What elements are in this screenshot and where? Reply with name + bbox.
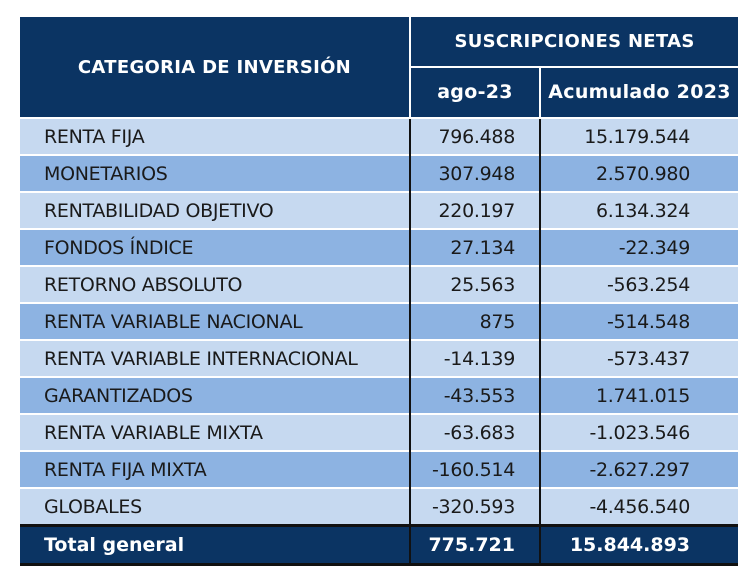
month-value: -160.514 [409, 450, 540, 488]
ytd-value: 1.741.015 [538, 376, 739, 414]
category-name: FONDOS ÍNDICE [20, 228, 410, 266]
table-row: RENTA VARIABLE INTERNACIONAL -14.139 -573.… [20, 339, 739, 377]
category-name: RENTA VARIABLE INTERNACIONAL [20, 339, 410, 377]
table-row: GARANTIZADOS -43.553 1.741.015 [20, 376, 739, 414]
month-value: 25.563 [409, 265, 540, 303]
table-row: RENTA FIJA MIXTA -160.514 -2.627.297 [20, 450, 739, 488]
total-row: Total general 775.721 15.844.893 [20, 524, 739, 566]
total-ytd-value: 15.844.893 [538, 524, 739, 566]
month-value: -320.593 [409, 487, 540, 526]
category-name: RENTA FIJA MIXTA [20, 450, 410, 488]
table-row: RENTA FIJA 796.488 15.179.544 [20, 117, 739, 155]
ytd-value: -4.456.540 [538, 487, 739, 526]
category-name: RENTA FIJA [20, 117, 410, 155]
ytd-value: 6.134.324 [538, 191, 739, 229]
table-row: RENTA VARIABLE NACIONAL 875 -514.548 [20, 302, 739, 340]
month-value: -43.553 [409, 376, 540, 414]
category-name: GARANTIZADOS [20, 376, 410, 414]
table-row: RENTA VARIABLE MIXTA -63.683 -1.023.546 [20, 413, 739, 451]
header-category: CATEGORIA DE INVERSIÓN [20, 17, 411, 118]
total-month-value: 775.721 [409, 524, 540, 566]
ytd-value: 15.179.544 [538, 117, 739, 155]
month-value: -63.683 [409, 413, 540, 451]
ytd-value: -514.548 [538, 302, 739, 340]
table-row: GLOBALES -320.593 -4.456.540 [20, 487, 739, 526]
month-value: 875 [409, 302, 540, 340]
category-name: RETORNO ABSOLUTO [20, 265, 410, 303]
month-value: 27.134 [409, 228, 540, 266]
table-row: RETORNO ABSOLUTO 25.563 -563.254 [20, 265, 739, 303]
ytd-value: -1.023.546 [538, 413, 739, 451]
header-ytd: Acumulado 2023 [540, 66, 739, 118]
month-value: -14.139 [409, 339, 540, 377]
category-name: RENTA VARIABLE NACIONAL [20, 302, 410, 340]
category-name: MONETARIOS [20, 154, 410, 192]
total-label: Total general [20, 524, 410, 566]
header-month: ago-23 [410, 66, 541, 118]
month-value: 307.948 [409, 154, 540, 192]
category-name: RENTABILIDAD OBJETIVO [20, 191, 410, 229]
ytd-value: 2.570.980 [538, 154, 739, 192]
ytd-value: -22.349 [538, 228, 739, 266]
ytd-value: -573.437 [538, 339, 739, 377]
ytd-value: -563.254 [538, 265, 739, 303]
header-net-subscriptions: SUSCRIPCIONES NETAS [410, 17, 739, 68]
net-subscriptions-table: CATEGORIA DE INVERSIÓN SUSCRIPCIONES NET… [20, 17, 739, 566]
table-row: MONETARIOS 307.948 2.570.980 [20, 154, 739, 192]
month-value: 220.197 [409, 191, 540, 229]
month-value: 796.488 [409, 117, 540, 155]
ytd-value: -2.627.297 [538, 450, 739, 488]
table-row: RENTABILIDAD OBJETIVO 220.197 6.134.324 [20, 191, 739, 229]
category-name: RENTA VARIABLE MIXTA [20, 413, 410, 451]
table-row: FONDOS ÍNDICE 27.134 -22.349 [20, 228, 739, 266]
category-name: GLOBALES [20, 487, 410, 526]
